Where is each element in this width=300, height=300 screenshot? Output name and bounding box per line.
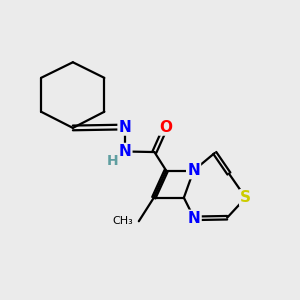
Text: S: S bbox=[240, 190, 251, 205]
Text: O: O bbox=[159, 119, 172, 134]
Text: N: N bbox=[188, 211, 200, 226]
Text: N: N bbox=[187, 163, 200, 178]
Text: CH₃: CH₃ bbox=[112, 216, 133, 226]
Text: H: H bbox=[106, 154, 118, 168]
Text: N: N bbox=[118, 119, 131, 134]
Text: N: N bbox=[118, 144, 131, 159]
